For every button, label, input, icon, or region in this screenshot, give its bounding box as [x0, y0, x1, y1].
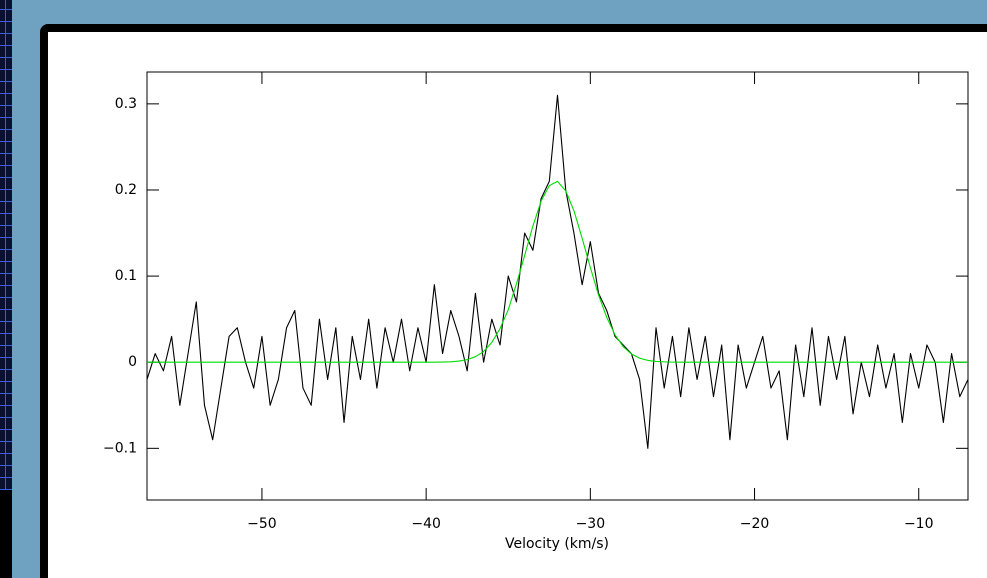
x-tick-label: −50	[247, 516, 277, 532]
x-tick-label: −40	[411, 516, 441, 532]
x-tick-label: −20	[740, 516, 770, 532]
series-line	[147, 180, 968, 363]
x-tick-label: −10	[904, 516, 934, 532]
y-tick-label: 0.2	[115, 182, 137, 198]
side-strip-foot	[0, 490, 12, 578]
plot-panel	[48, 32, 987, 578]
side-strip	[0, 0, 12, 490]
plot-frame	[146, 71, 969, 501]
y-tick-label: −0.1	[103, 440, 137, 456]
y-tick-label: 0.3	[115, 96, 137, 112]
y-tick-label: 0	[128, 354, 137, 370]
x-tick-label: −30	[576, 516, 606, 532]
x-axis-label: Velocity (km/s)	[505, 536, 609, 552]
y-tick-label: 0.1	[115, 268, 137, 284]
series-line	[146, 94, 969, 449]
